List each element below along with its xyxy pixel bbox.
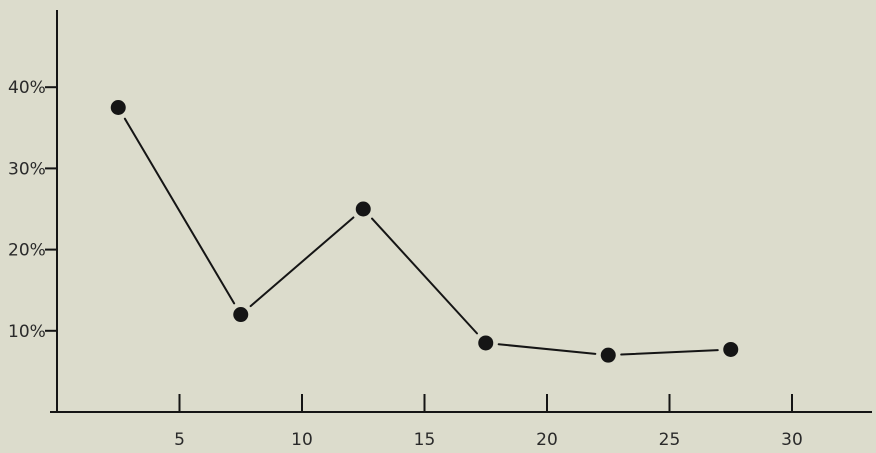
x-tick-label: 30: [781, 430, 803, 450]
series-line-segment: [620, 349, 719, 356]
x-tick-label: 5: [174, 430, 185, 450]
y-tick-label: 30%: [8, 159, 46, 179]
data-point: [355, 201, 371, 217]
data-point: [233, 307, 249, 323]
x-tick-label: 10: [291, 430, 313, 450]
series-line-segment: [249, 216, 355, 308]
data-point: [110, 100, 126, 115]
x-tick-label: 20: [536, 430, 558, 450]
y-tick-label: 10%: [8, 322, 46, 342]
series-line-segment: [497, 343, 597, 355]
series: [110, 100, 739, 363]
series-line-segment: [123, 117, 236, 305]
data-point: [723, 341, 739, 357]
series-line-segment: [371, 217, 478, 335]
y-tick-label: 20%: [8, 241, 46, 261]
x-tick-label: 15: [414, 430, 436, 450]
y-tick-label: 40%: [8, 78, 46, 98]
x-tick-label: 25: [659, 430, 681, 450]
data-point: [478, 335, 494, 351]
axes: [50, 10, 872, 413]
data-point: [600, 347, 616, 363]
ticks: 5 10 15 20 25 30 10% 20% 30% 40%: [8, 78, 803, 450]
